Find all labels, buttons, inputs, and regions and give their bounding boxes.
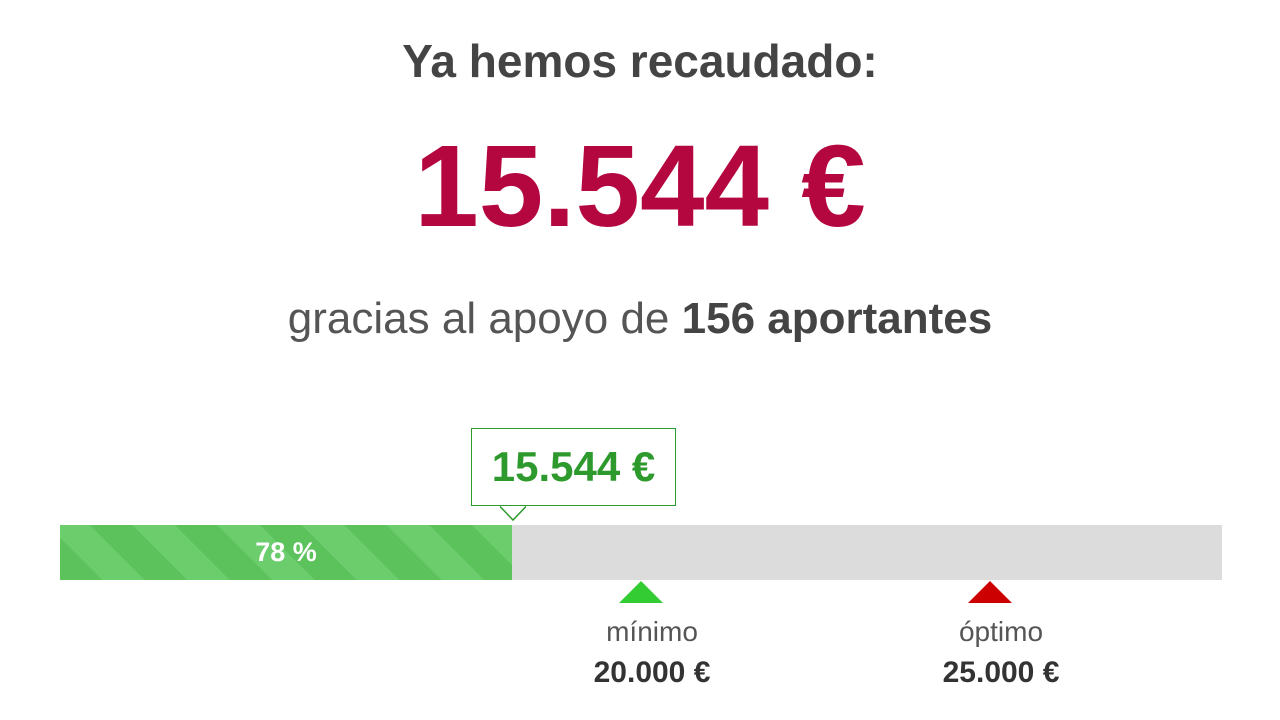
progress-fill [60,525,512,580]
title: Ya hemos recaudado: [402,35,878,87]
support-count: 156 aportantes [681,294,993,343]
milestone-label: óptimo [958,616,1044,647]
milestone-amount: 20.000 € [593,656,711,689]
raised-amount: 15.544 € [414,121,866,251]
progress-percent: 78 % [255,537,317,567]
bubble-pointer [500,506,526,522]
milestone-label: mínimo [606,616,698,647]
optimum-marker [968,581,1012,603]
amount-bubble: 15.544 € [471,428,676,506]
support-line: gracias al apoyo de 156 aportantes [0,294,1280,344]
minimum-marker [619,581,663,603]
support-text: gracias al apoyo de [287,294,670,343]
milestone-amount: 25.000 € [942,656,1060,689]
